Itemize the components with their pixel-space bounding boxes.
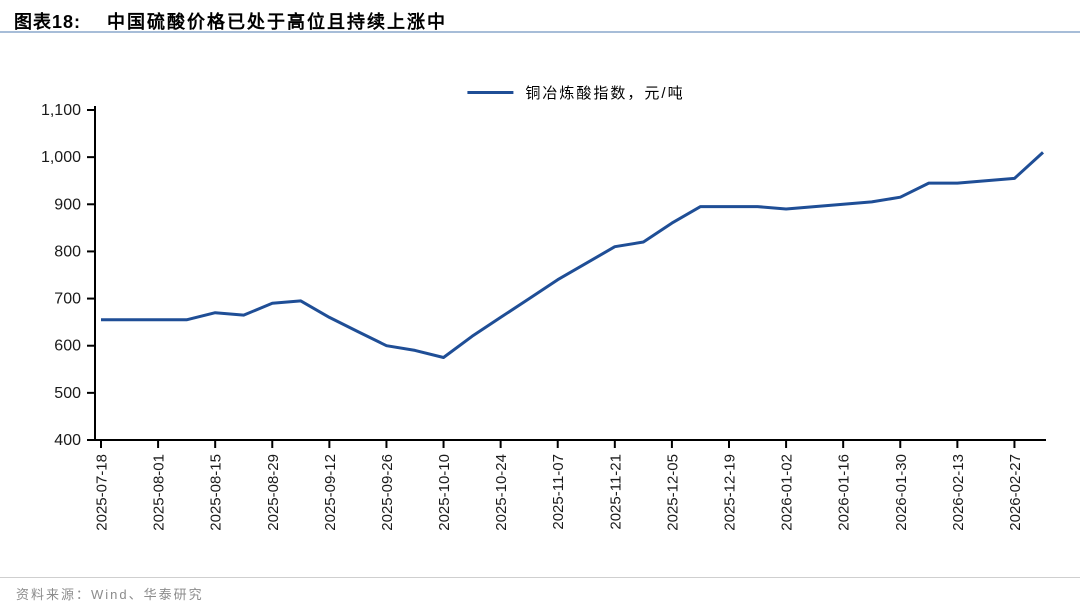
x-tick-label: 2025-08-15 [208, 454, 225, 531]
y-tick-label: 400 [54, 432, 81, 449]
title-underline [0, 31, 1080, 33]
y-tick-label: 600 [54, 338, 81, 355]
x-tick-label: 2025-08-01 [151, 454, 168, 531]
price-line [101, 151, 1045, 359]
y-tick-label: 1,000 [41, 149, 81, 166]
x-tick-label: 2025-11-07 [550, 454, 567, 530]
chart-legend: 铜冶炼酸指数，元/吨 [467, 82, 684, 103]
x-tick-label: 2026-01-30 [893, 454, 910, 531]
page-title: 图表18: 中国硫酸价格已处于高位且持续上涨中 [14, 8, 1074, 34]
x-tick-label: 2025-10-10 [436, 454, 453, 531]
x-tick-label: 2025-12-19 [722, 454, 739, 531]
x-tick-label: 2025-09-12 [322, 454, 339, 531]
x-tick-label: 2025-10-24 [493, 454, 510, 531]
footer-rule [0, 577, 1080, 578]
x-tick-label: 2026-02-27 [1007, 454, 1024, 531]
x-tick-label: 2025-12-05 [664, 454, 681, 531]
figure-number: 图表18: [14, 12, 82, 32]
x-tick-label: 2026-02-13 [950, 454, 967, 531]
legend-line-swatch [467, 91, 514, 94]
x-tick-label: 2026-01-16 [836, 454, 853, 531]
y-tick-label: 500 [54, 385, 81, 402]
legend-label: 铜冶炼酸指数，元/吨 [525, 85, 685, 102]
y-tick-label: 800 [54, 243, 81, 260]
x-tick-label: 2025-07-18 [94, 454, 111, 531]
y-tick-label: 700 [54, 291, 81, 308]
x-tick-label: 2025-09-26 [379, 454, 396, 531]
x-tick-label: 2025-11-21 [607, 454, 624, 530]
y-tick-label: 900 [54, 196, 81, 213]
source-note: 资料来源：Wind、华泰研究 [16, 587, 204, 602]
x-tick-label: 2026-01-02 [779, 454, 796, 531]
x-tick-label: 2025-08-29 [265, 454, 282, 531]
figure-title-text: 中国硫酸价格已处于高位且持续上涨中 [107, 12, 448, 32]
y-tick-label: 1,100 [41, 102, 81, 119]
